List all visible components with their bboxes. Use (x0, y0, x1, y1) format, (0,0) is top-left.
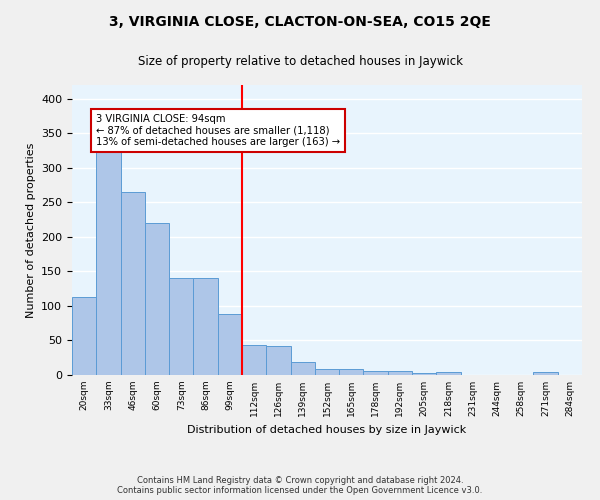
Bar (436, 372, 461, 375)
Bar (96, 150, 121, 375)
Bar (339, 370, 364, 375)
Bar (218, 314, 242, 375)
Text: Contains public sector information licensed under the Open Government Licence v3: Contains public sector information licen… (118, 486, 482, 495)
Bar (388, 371, 412, 375)
Bar (121, 192, 145, 375)
Text: 3 VIRGINIA CLOSE: 94sqm
← 87% of detached houses are smaller (1,118)
13% of semi: 3 VIRGINIA CLOSE: 94sqm ← 87% of detache… (96, 114, 340, 147)
Text: Size of property relative to detached houses in Jaywick: Size of property relative to detached ho… (137, 55, 463, 68)
Bar (242, 344, 266, 375)
Bar (290, 362, 315, 375)
Bar (169, 278, 193, 375)
Bar (533, 372, 558, 375)
Y-axis label: Number of detached properties: Number of detached properties (26, 142, 35, 318)
Bar (315, 370, 339, 375)
Bar (266, 346, 290, 375)
Bar (412, 373, 436, 375)
Bar (72, 297, 96, 375)
Bar (364, 371, 388, 375)
Text: Contains HM Land Registry data © Crown copyright and database right 2024.: Contains HM Land Registry data © Crown c… (137, 476, 463, 485)
Bar (193, 278, 218, 375)
Bar (145, 223, 169, 375)
X-axis label: Distribution of detached houses by size in Jaywick: Distribution of detached houses by size … (187, 424, 467, 434)
Text: 3, VIRGINIA CLOSE, CLACTON-ON-SEA, CO15 2QE: 3, VIRGINIA CLOSE, CLACTON-ON-SEA, CO15 … (109, 15, 491, 29)
